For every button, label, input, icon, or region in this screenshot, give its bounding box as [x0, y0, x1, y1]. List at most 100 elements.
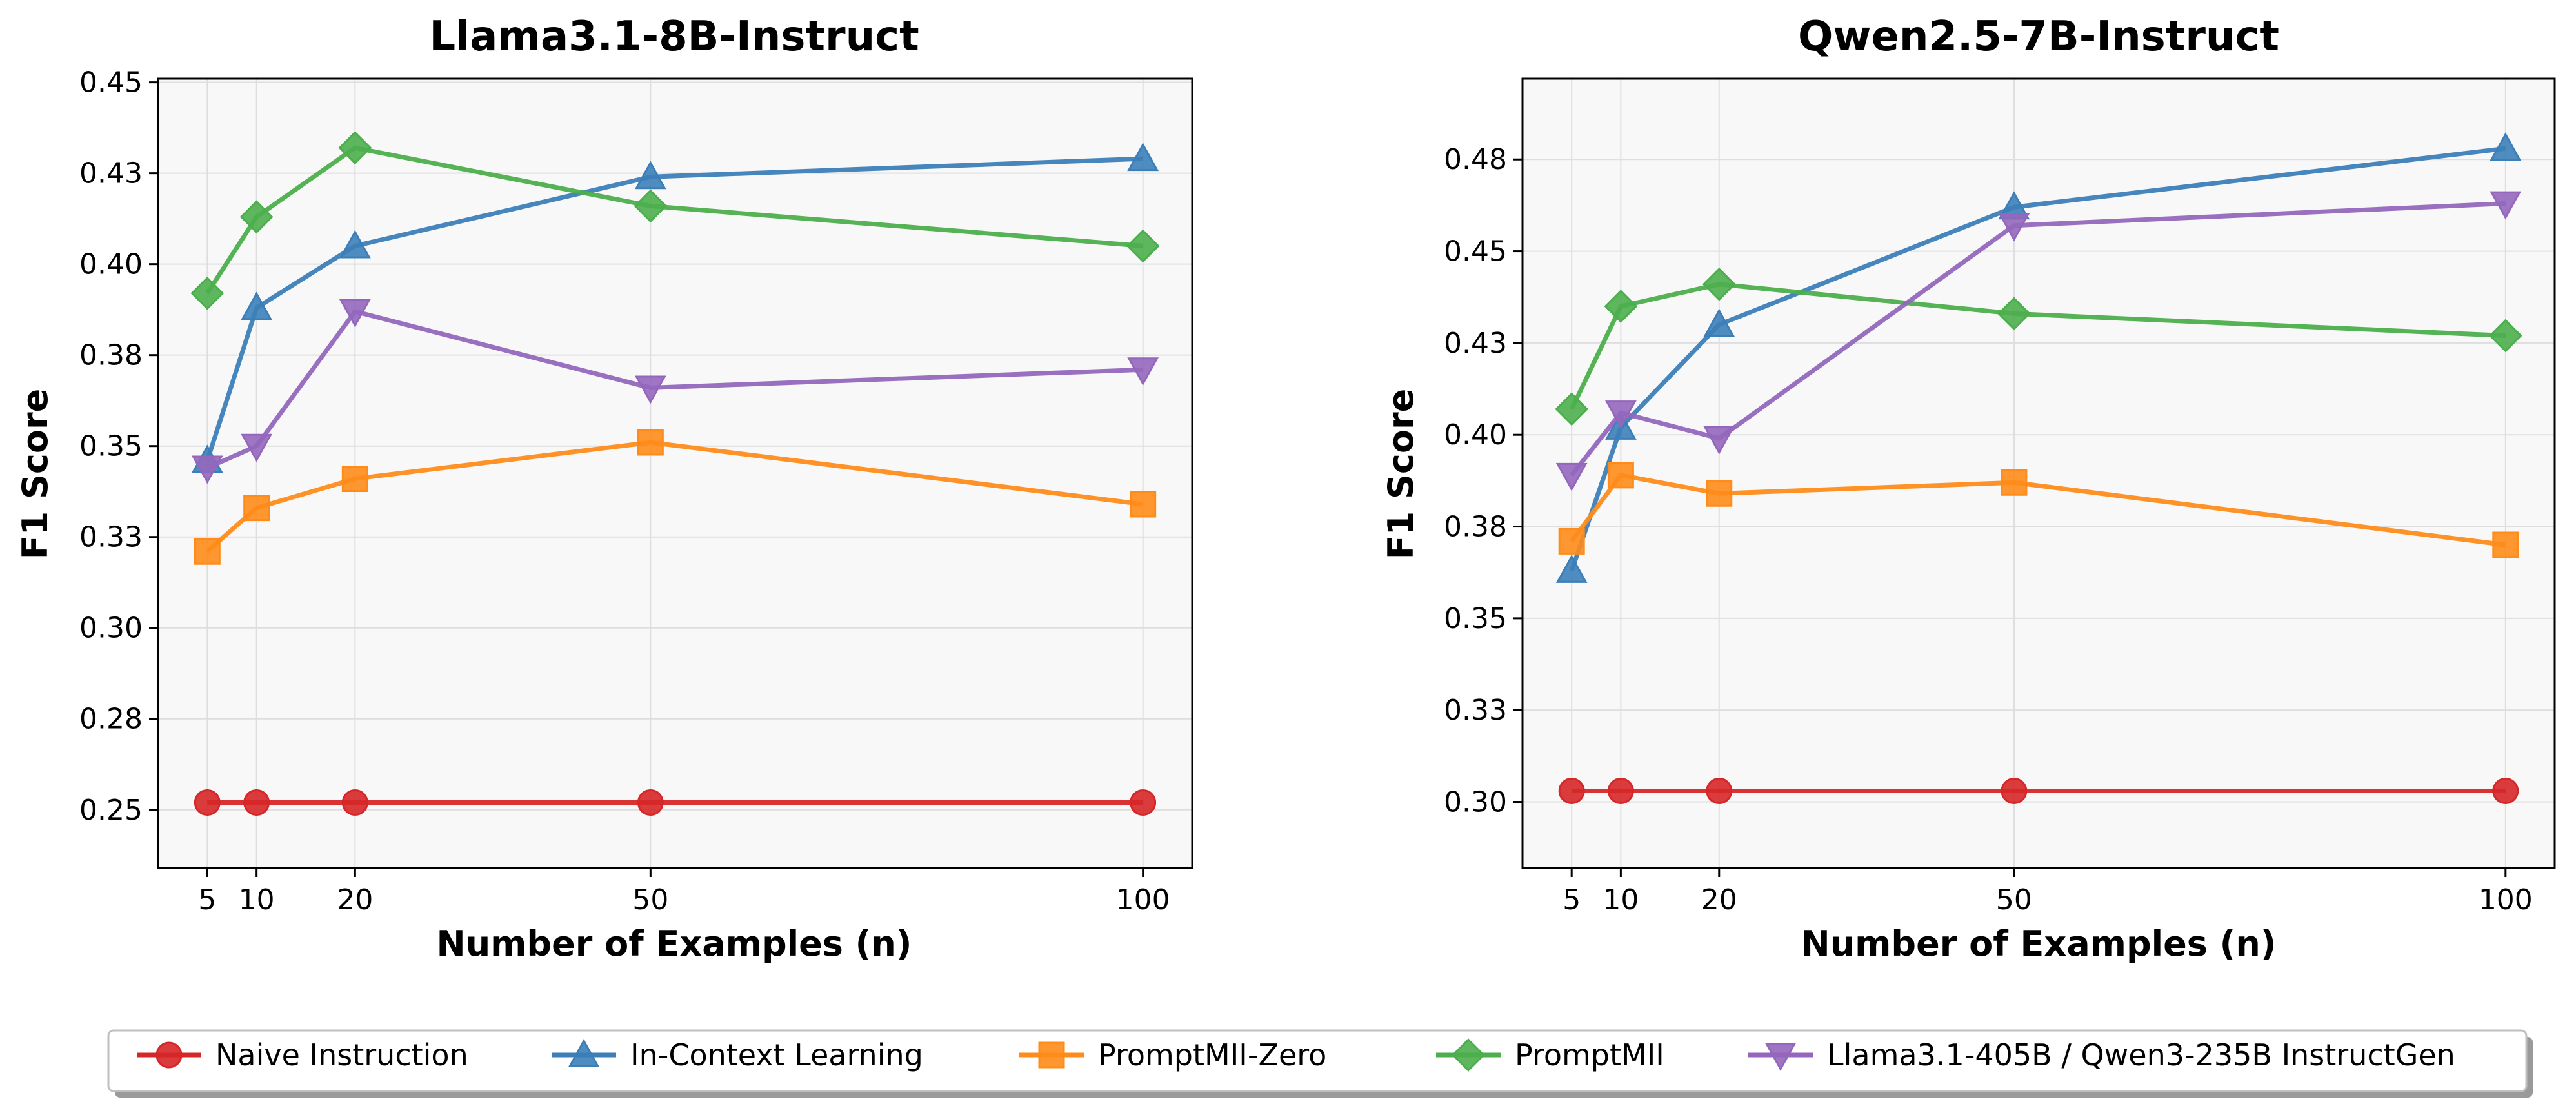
- y-tick-label: 0.28: [79, 703, 143, 736]
- data-point: [2492, 777, 2519, 804]
- data-point: [634, 161, 666, 190]
- x-tick-label: 100: [1116, 883, 1170, 916]
- x-tick-label: 5: [1563, 883, 1581, 916]
- data-point: [243, 789, 270, 816]
- data-point: [1126, 229, 1160, 263]
- data-point: [637, 789, 664, 816]
- y-tick-label: 0.45: [79, 66, 143, 99]
- y-tick-label: 0.33: [79, 521, 143, 554]
- data-point: [1555, 392, 1589, 426]
- series-naive-instruction: [194, 789, 1157, 816]
- x-tick-label: 100: [2479, 883, 2533, 916]
- data-point: [241, 433, 273, 462]
- y-tick-label: 0.35: [1444, 602, 1507, 635]
- y-tick-label: 0.40: [1444, 419, 1507, 451]
- data-point: [339, 230, 371, 259]
- data-point: [2490, 132, 2522, 161]
- data-point: [1998, 213, 2030, 242]
- series-promptmii: [1555, 267, 2522, 426]
- y-tick-label: 0.33: [1444, 694, 1507, 727]
- data-point: [339, 299, 371, 328]
- data-point: [1703, 426, 1735, 455]
- y-tick-label: 0.25: [79, 794, 143, 827]
- y-tick-label: 0.35: [79, 430, 143, 463]
- legend-label: Naive Instruction: [215, 1038, 468, 1072]
- data-point: [241, 291, 273, 320]
- data-point: [1555, 554, 1588, 583]
- plot-area: [1523, 79, 2555, 868]
- legend-item-promptmii-zero: PromptMII-Zero: [1019, 1038, 1326, 1072]
- data-point: [1703, 308, 1735, 337]
- legend-label: In-Context Learning: [630, 1038, 923, 1072]
- y-tick-label: 0.43: [1444, 327, 1507, 360]
- data-point: [1706, 777, 1733, 804]
- data-point: [338, 131, 372, 165]
- x-tick-label: 50: [632, 883, 668, 916]
- series-promptmii: [190, 131, 1160, 310]
- y-tick-label: 0.48: [1444, 143, 1507, 176]
- series-llama3-1-405b-qwen3-235b-instructgen: [191, 299, 1159, 484]
- x-tick-label: 10: [1603, 883, 1639, 916]
- data-point: [1558, 777, 1585, 804]
- data-point: [2490, 191, 2522, 220]
- y-tick-label: 0.30: [1444, 786, 1507, 819]
- data-point: [1555, 462, 1588, 491]
- legend-marker: [155, 1041, 183, 1069]
- x-tick-label: 20: [1701, 883, 1737, 916]
- legend-item-in-context-learning: In-Context Learning: [552, 1038, 923, 1072]
- legend-label: PromptMII-Zero: [1098, 1038, 1326, 1072]
- legend-marker: [1452, 1038, 1485, 1072]
- x-tick-label: 5: [198, 883, 216, 916]
- data-point: [634, 189, 668, 223]
- data-point: [1706, 480, 1733, 507]
- x-tick-label: 50: [1996, 883, 2032, 916]
- data-point: [2492, 531, 2519, 558]
- legend: Naive Instruction In-Context Learning Prom…: [107, 1029, 2533, 1098]
- legend-item-llama3-1-405b-qwen3-235b-instructgen: Llama3.1-405B / Qwen3-235B InstructGen: [1748, 1038, 2455, 1072]
- y-tick-label: 0.30: [79, 612, 143, 645]
- chart-title: Qwen2.5-7B-Instruct: [1798, 13, 2279, 61]
- right-chart-panel: Qwen2.5-7B-Instruct Number of Examples (…: [1381, 13, 2556, 964]
- legend-marker: [1038, 1041, 1065, 1069]
- data-point: [194, 538, 221, 565]
- series-naive-instruction: [1558, 777, 2519, 804]
- legend-item-promptmii: PromptMII: [1436, 1038, 1664, 1072]
- left-chart-panel: Llama3.1-8B-Instruct Number of Examples …: [15, 13, 1193, 964]
- legend-marker: [1764, 1043, 1797, 1071]
- data-point: [1607, 777, 1634, 804]
- y-tick-label: 0.43: [79, 157, 143, 190]
- series-promptmii-zero: [1558, 462, 2519, 558]
- data-point: [341, 789, 368, 816]
- legend-label: Llama3.1-405B / Qwen3-235B InstructGen: [1827, 1038, 2455, 1072]
- data-point: [341, 465, 368, 492]
- y-tick-label: 0.38: [1444, 511, 1507, 544]
- data-point: [1130, 491, 1157, 518]
- data-point: [1604, 400, 1637, 429]
- data-point: [1997, 297, 2031, 331]
- y-tick-label: 0.40: [79, 248, 143, 281]
- data-point: [2001, 469, 2028, 496]
- data-point: [191, 455, 223, 484]
- data-point: [634, 375, 666, 404]
- series-in-context-learning: [1555, 132, 2522, 583]
- x-tick-label: 10: [239, 883, 275, 916]
- data-point: [637, 429, 664, 456]
- y-axis-label: F1 Score: [1381, 389, 1421, 560]
- y-tick-label: 0.45: [1444, 235, 1507, 268]
- data-point: [1130, 789, 1157, 816]
- legend-label: PromptMII: [1515, 1038, 1664, 1072]
- data-point: [194, 789, 221, 816]
- legend-box: [107, 1029, 2528, 1092]
- data-point: [243, 495, 270, 522]
- plot-frame: [157, 77, 1193, 869]
- data-point: [1127, 357, 1159, 386]
- data-point: [1558, 527, 1585, 555]
- y-tick-label: 0.38: [79, 339, 143, 372]
- data-point: [2001, 777, 2028, 804]
- legend-item-naive-instruction: Naive Instruction: [137, 1038, 468, 1072]
- x-axis-label: Number of Examples (n): [437, 923, 912, 964]
- data-point: [1604, 290, 1638, 323]
- data-point: [1127, 143, 1159, 172]
- data-point: [1702, 267, 1736, 301]
